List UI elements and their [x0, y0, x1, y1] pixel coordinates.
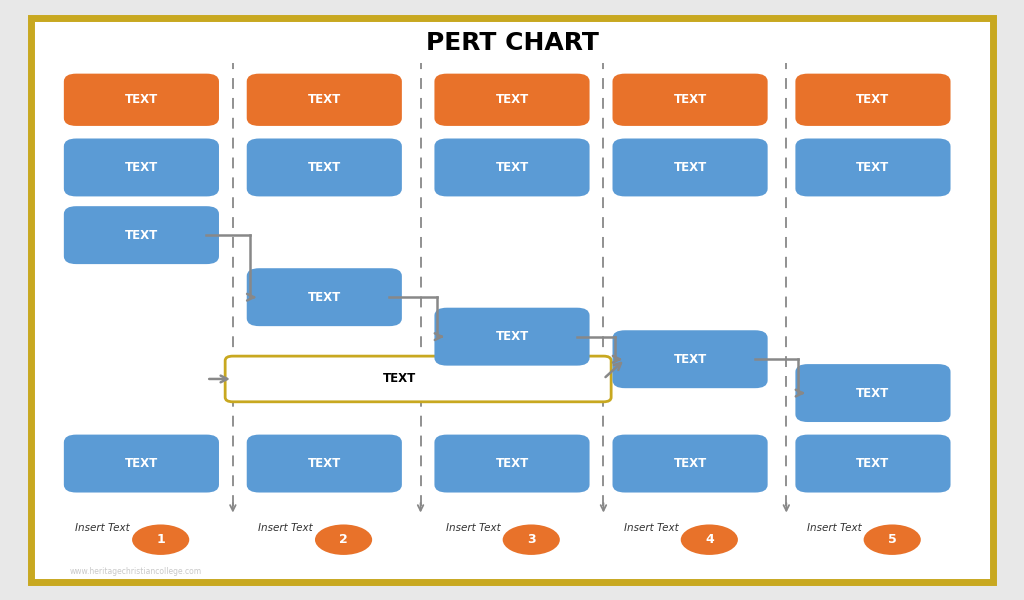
FancyBboxPatch shape [248, 74, 400, 125]
Text: TEXT: TEXT [496, 93, 528, 106]
Text: TEXT: TEXT [674, 353, 707, 366]
FancyBboxPatch shape [435, 309, 589, 365]
Ellipse shape [132, 524, 189, 555]
Ellipse shape [503, 524, 560, 555]
FancyBboxPatch shape [248, 269, 400, 325]
Text: TEXT: TEXT [383, 373, 416, 385]
Text: 4: 4 [705, 533, 714, 546]
FancyBboxPatch shape [797, 365, 949, 421]
Ellipse shape [681, 524, 738, 555]
Text: TEXT: TEXT [496, 457, 528, 470]
Text: TEXT: TEXT [856, 161, 890, 174]
Text: TEXT: TEXT [674, 93, 707, 106]
Text: 1: 1 [157, 533, 165, 546]
Ellipse shape [315, 524, 372, 555]
Text: TEXT: TEXT [307, 93, 341, 106]
Text: TEXT: TEXT [307, 457, 341, 470]
Text: TEXT: TEXT [496, 161, 528, 174]
FancyBboxPatch shape [248, 436, 400, 491]
Text: Insert Text: Insert Text [258, 523, 312, 533]
FancyBboxPatch shape [65, 207, 218, 263]
Ellipse shape [863, 524, 921, 555]
FancyBboxPatch shape [797, 436, 949, 491]
Text: TEXT: TEXT [307, 290, 341, 304]
FancyBboxPatch shape [65, 74, 218, 125]
FancyBboxPatch shape [435, 74, 589, 125]
FancyBboxPatch shape [797, 74, 949, 125]
Text: TEXT: TEXT [856, 93, 890, 106]
Text: Insert Text: Insert Text [75, 523, 130, 533]
Text: TEXT: TEXT [674, 457, 707, 470]
FancyBboxPatch shape [435, 140, 589, 196]
FancyBboxPatch shape [31, 18, 993, 582]
Text: 5: 5 [888, 533, 897, 546]
Text: TEXT: TEXT [856, 386, 890, 400]
FancyBboxPatch shape [435, 436, 589, 491]
FancyBboxPatch shape [613, 140, 767, 196]
Text: TEXT: TEXT [496, 330, 528, 343]
Text: Insert Text: Insert Text [445, 523, 501, 533]
Text: TEXT: TEXT [125, 161, 158, 174]
FancyBboxPatch shape [613, 74, 767, 125]
FancyBboxPatch shape [65, 140, 218, 196]
Text: TEXT: TEXT [125, 229, 158, 242]
Text: Insert Text: Insert Text [624, 523, 679, 533]
FancyBboxPatch shape [248, 140, 400, 196]
FancyBboxPatch shape [797, 140, 949, 196]
FancyBboxPatch shape [613, 331, 767, 387]
Text: 3: 3 [527, 533, 536, 546]
FancyBboxPatch shape [613, 436, 767, 491]
Text: TEXT: TEXT [125, 457, 158, 470]
FancyBboxPatch shape [65, 436, 218, 491]
Text: TEXT: TEXT [125, 93, 158, 106]
Text: 2: 2 [339, 533, 348, 546]
Text: Insert Text: Insert Text [807, 523, 861, 533]
FancyBboxPatch shape [225, 356, 611, 402]
Text: www.heritagechristiancollege.com: www.heritagechristiancollege.com [70, 568, 202, 577]
Text: TEXT: TEXT [307, 161, 341, 174]
Text: TEXT: TEXT [674, 161, 707, 174]
Text: PERT CHART: PERT CHART [426, 31, 598, 55]
Text: TEXT: TEXT [856, 457, 890, 470]
